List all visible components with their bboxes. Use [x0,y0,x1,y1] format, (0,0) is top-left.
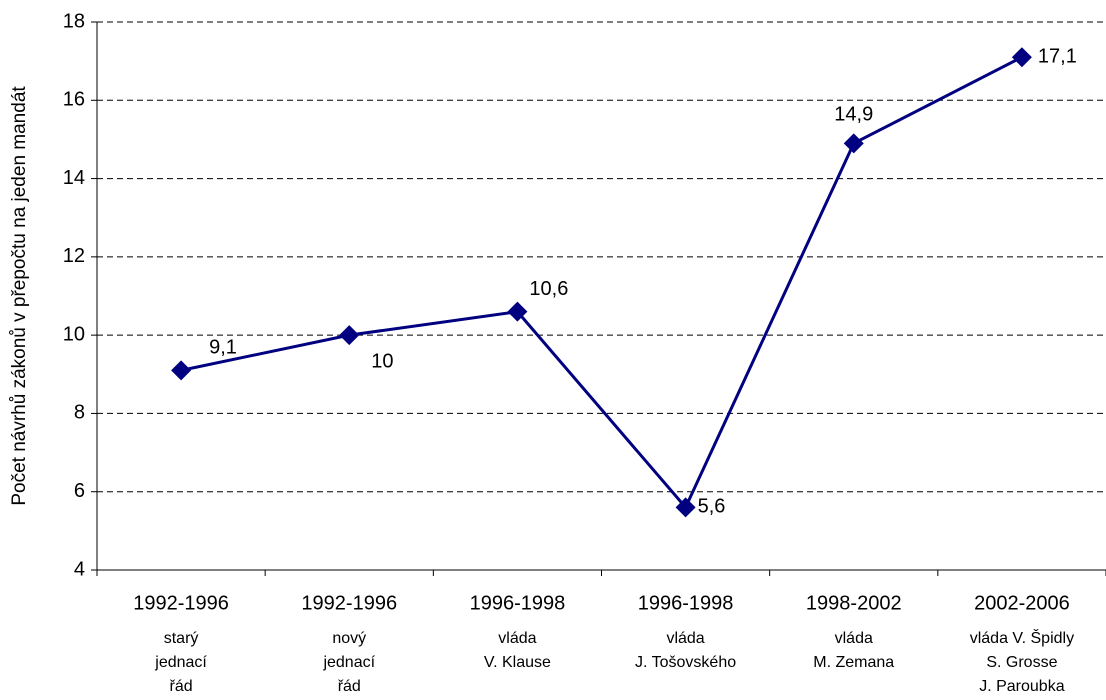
y-tick-label: 8 [74,402,85,424]
category-description: J. Paroubka [979,678,1064,695]
category-description: jednací [154,654,207,671]
value-label: 14,9 [834,104,873,126]
marker [1011,47,1032,68]
category-description: řád [170,678,193,695]
y-tick-label: 10 [63,323,85,345]
category-description: vláda [666,630,704,647]
value-label: 5,6 [698,496,726,518]
x-tick-label: 2002-2006 [974,592,1070,614]
category-description: starý [164,630,199,647]
y-tick-label: 16 [63,89,85,111]
y-axis-label: Počet návrhů zákonů v přepočtu na jeden … [9,86,30,506]
marker [339,325,360,346]
category-description: jednací [322,654,375,671]
category-description: vláda V. Špidly [970,628,1074,647]
marker [171,360,192,381]
value-label: 17,1 [1038,46,1077,68]
x-tick-label: 1996-1998 [470,592,566,614]
value-label: 9,1 [209,337,237,359]
x-tick-label: 1992-1996 [301,592,397,614]
y-tick-label: 18 [63,10,85,32]
marker [507,301,528,322]
category-description: vláda [498,630,536,647]
category-description: nový [332,630,366,647]
y-tick-label: 14 [63,167,85,189]
category-description: J. Tošovského [635,654,736,671]
x-tick-label: 1996-1998 [638,592,734,614]
category-description: S. Grosse [986,654,1057,671]
value-label: 10,6 [529,278,568,300]
y-tick-label: 12 [63,245,85,267]
category-description: V. Klause [484,654,551,671]
x-tick-label: 1998-2002 [806,592,902,614]
marker [675,497,696,518]
value-label: 10 [371,350,393,372]
y-tick-label: 4 [74,558,85,580]
y-tick-label: 6 [74,480,85,502]
line [180,55,1023,511]
x-tick-label: 1992-1996 [133,592,229,614]
category-description: vláda [835,630,873,647]
marker [843,133,864,154]
category-description: M. Zemana [813,654,894,671]
category-description: řád [338,678,361,695]
